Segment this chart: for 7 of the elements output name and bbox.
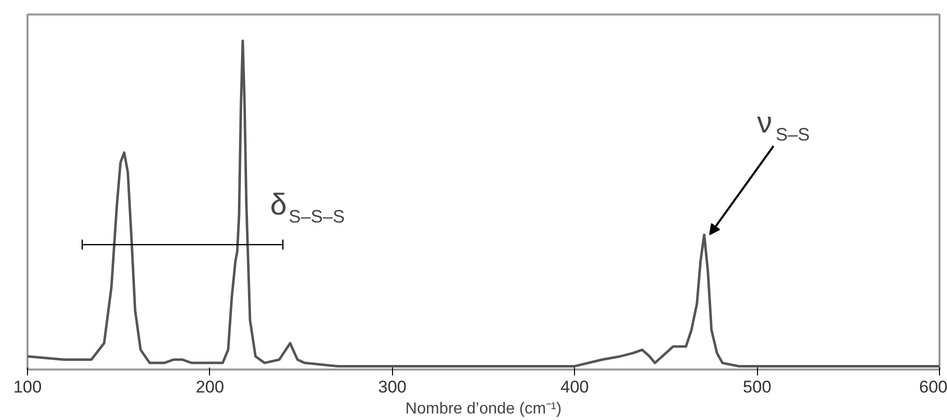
x-tick-label: 100 xyxy=(13,378,42,396)
x-tick-label: 200 xyxy=(196,378,224,396)
x-tick-label: 600 xyxy=(919,378,947,396)
x-axis-title: Nombre d’onde (cm⁻¹) xyxy=(405,400,562,418)
x-tick-label: 400 xyxy=(560,378,589,396)
x-tick-label: 500 xyxy=(742,378,772,396)
x-tick-label: 300 xyxy=(378,378,406,396)
